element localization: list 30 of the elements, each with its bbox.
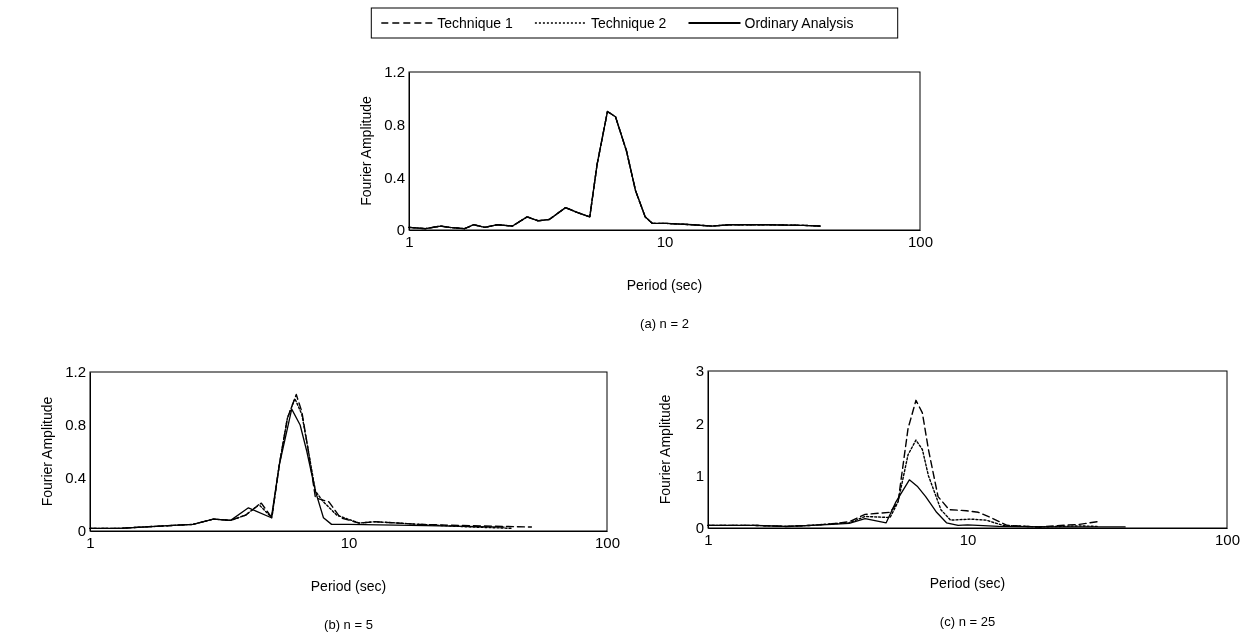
x-tick-label: 10 (959, 530, 977, 548)
y-tick-label: 0.8 (65, 416, 86, 434)
y-axis-title: Fourier Amplitude (358, 95, 374, 206)
x-tick-label: 100 (1214, 530, 1241, 548)
y-tick-label: 3 (695, 362, 704, 380)
x-tick-label: 100 (907, 232, 934, 250)
text: (c) n = 25 (939, 614, 996, 629)
x-axis-title: Period (sec) (929, 575, 1006, 591)
x-axis-title: Period (sec) (310, 578, 387, 594)
text: (a) n = 2 (640, 316, 689, 331)
x-tick-label: 10 (656, 232, 674, 250)
y-tick-label: 1.2 (384, 63, 405, 81)
x-tick-label: 100 (594, 533, 621, 551)
y-tick-label: 0 (396, 221, 405, 239)
y-axis-title: Fourier Amplitude (39, 396, 55, 507)
y-tick-label: 0 (77, 522, 86, 540)
text: (b) n = 5 (324, 617, 373, 632)
y-tick-label: 1 (695, 466, 704, 484)
y-tick-label: 1.2 (65, 363, 86, 381)
y-tick-label: 0.4 (384, 168, 405, 186)
x-axis-title: Period (sec) (626, 277, 703, 293)
y-tick-label: 0 (695, 519, 704, 537)
y-tick-label: 0.4 (65, 469, 86, 487)
legend-label: Technique 1 (437, 15, 514, 31)
legend-label: Technique 2 (590, 15, 667, 31)
x-tick-label: 10 (340, 533, 358, 551)
y-tick-label: 2 (695, 414, 704, 432)
legend-label: Ordinary Analysis (744, 15, 854, 31)
y-axis-title: Fourier Amplitude (657, 394, 673, 505)
y-tick-label: 0.8 (384, 115, 405, 133)
